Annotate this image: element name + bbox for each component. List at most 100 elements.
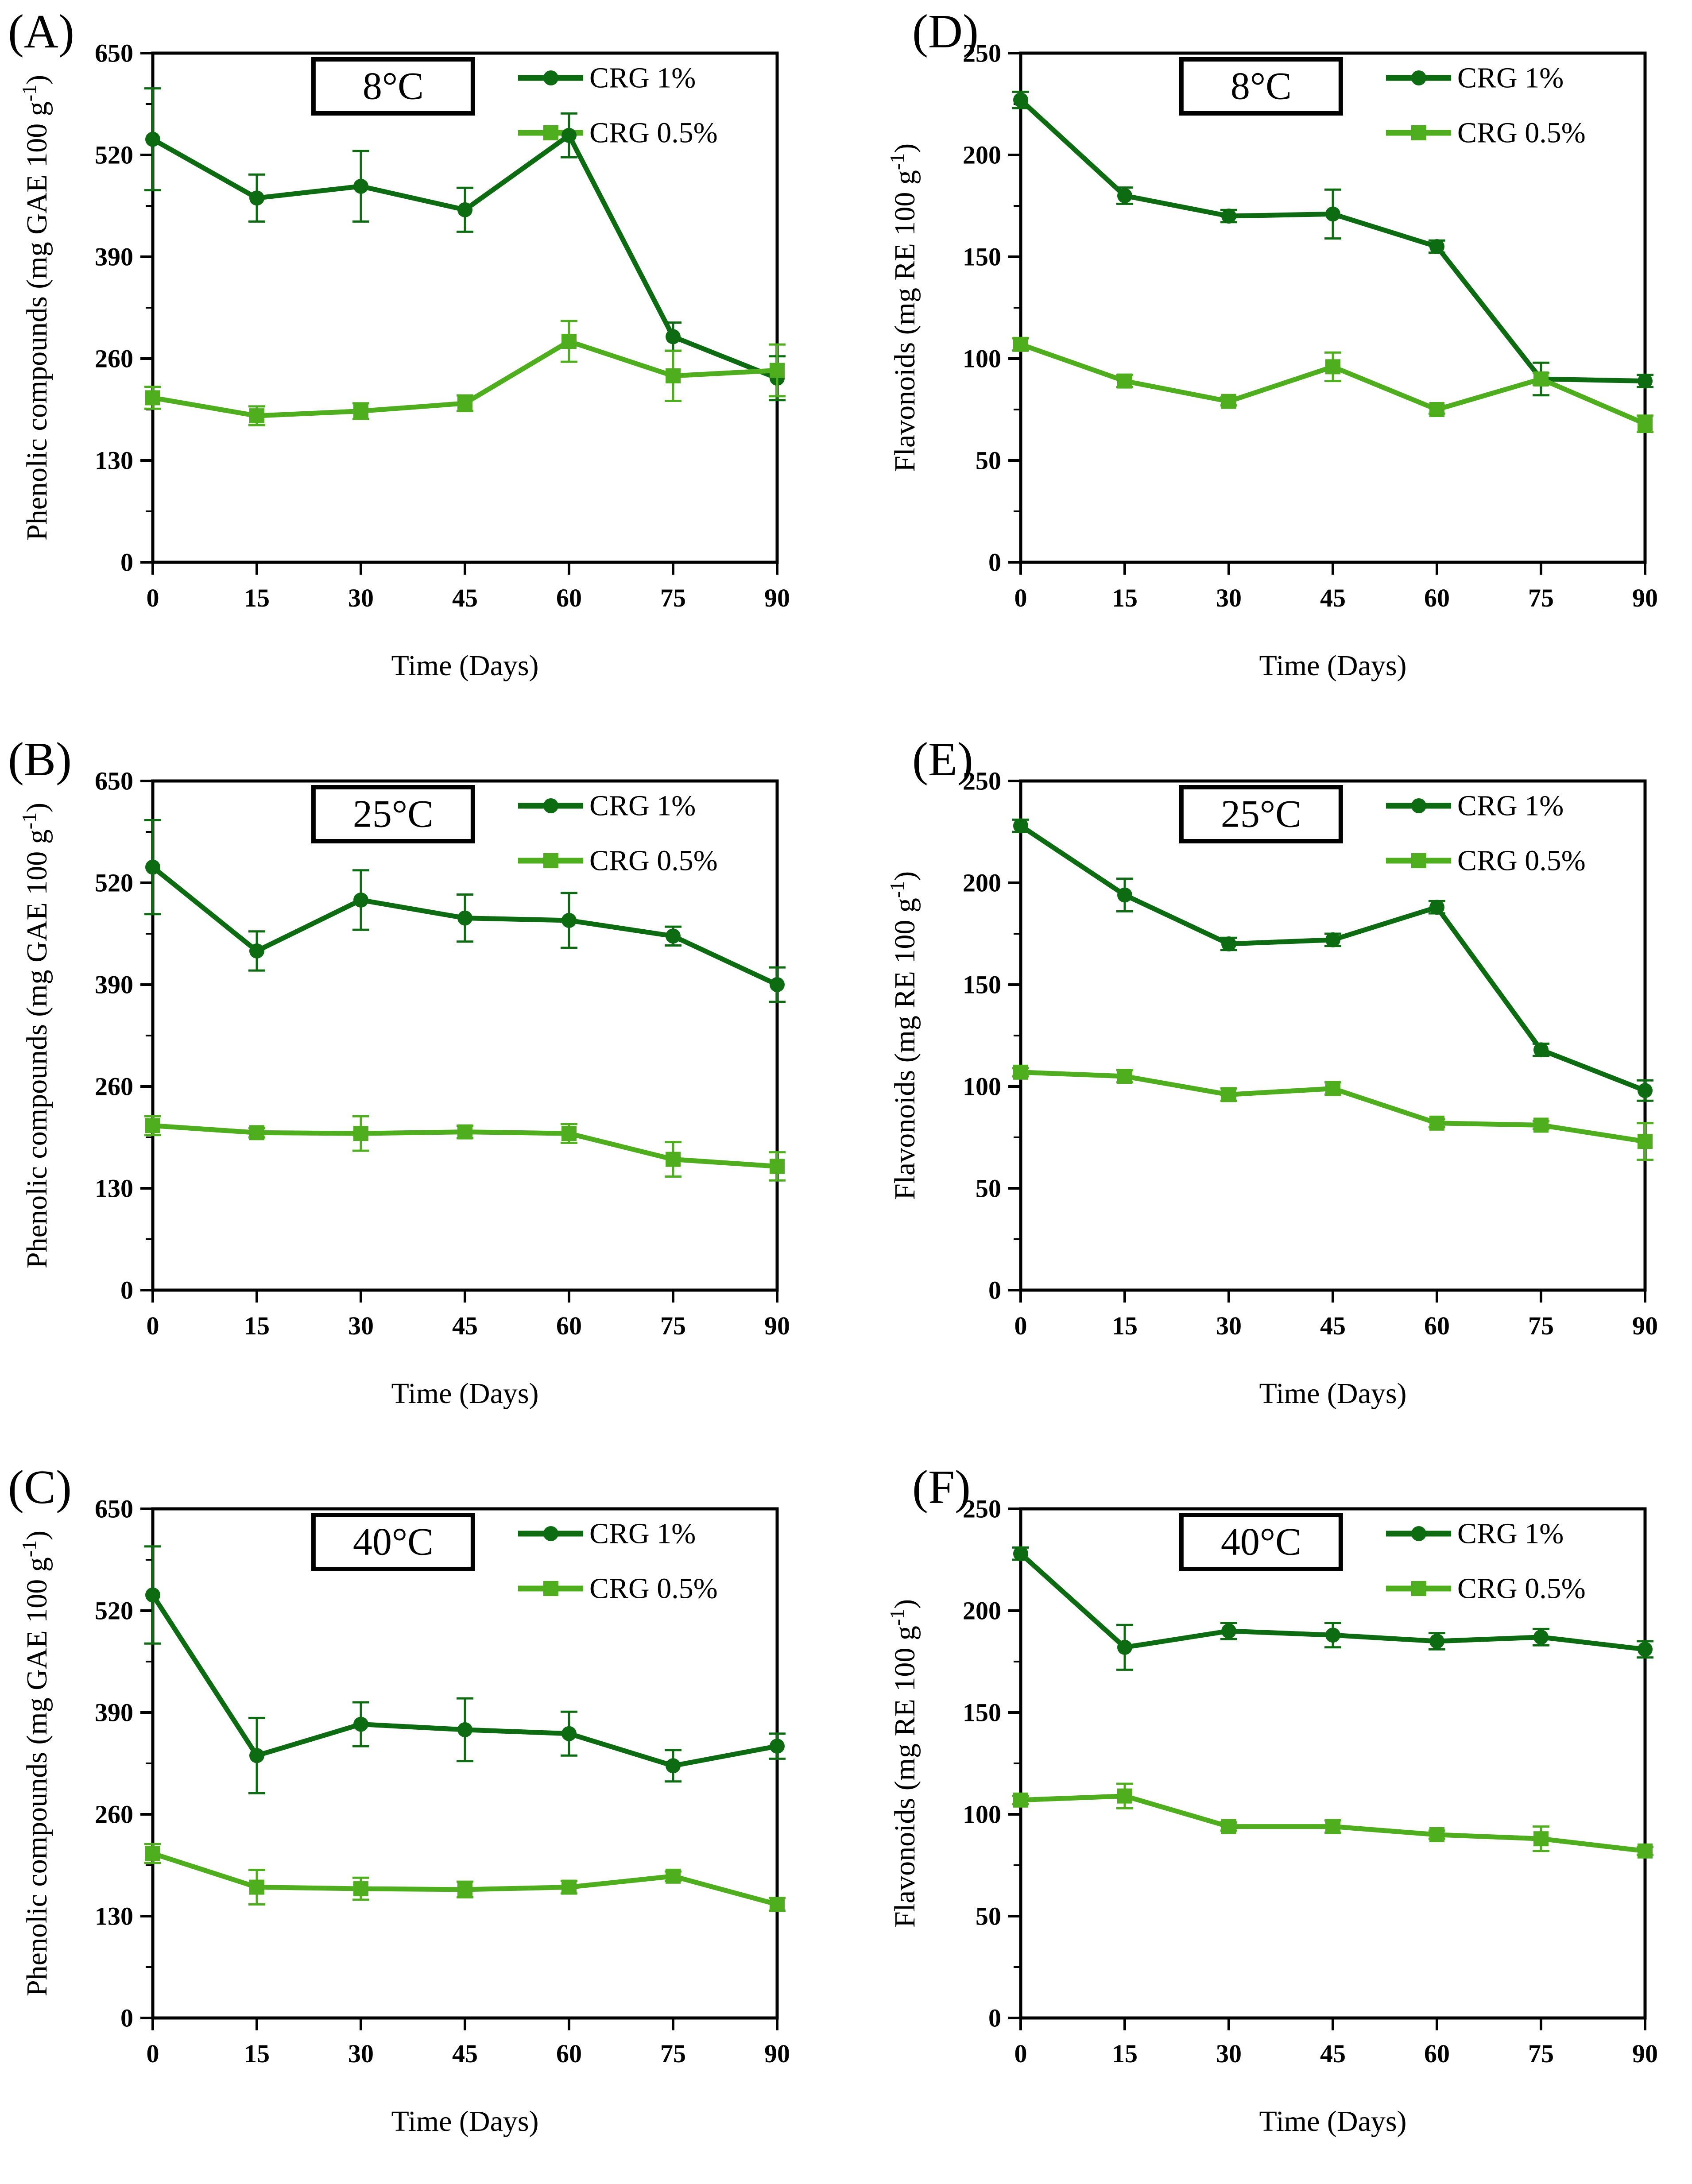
marker-square (1221, 1087, 1236, 1102)
y-axis-title-text: Flavonoids (mg RE 100 g-1) (886, 871, 921, 1200)
marker-circle (1429, 239, 1444, 254)
panel-label-B: (B) (8, 733, 72, 786)
panel-C: (C) 0 130 260 390 520 650 0 15 30 45 60 75 90 Time (D… (0, 1456, 846, 2184)
legend: CRG 1% CRG 0.5% (518, 1518, 718, 1605)
marker-circle (1325, 206, 1340, 222)
x-tick-label: 30 (348, 2039, 374, 2068)
y-tick-label: 100 (963, 344, 1001, 373)
marker-circle (1117, 887, 1132, 903)
marker-square (1411, 125, 1426, 140)
marker-square (457, 1882, 472, 1897)
y-axis-title: Flavonoids (mg RE 100 g-1) (886, 1599, 921, 1928)
marker-square (561, 1126, 577, 1141)
y-tick-label: 0 (988, 1276, 1001, 1305)
marker-square (1325, 1081, 1340, 1096)
x-tick-label: 45 (1320, 1311, 1346, 1340)
legend: CRG 1% CRG 0.5% (1386, 1518, 1586, 1605)
y-axis: 0 50 100 150 200 250 (963, 39, 1021, 577)
panel-F: (F) 0 50 100 150 200 250 0 15 30 45 60 75 90 Time (Da… (846, 1456, 1692, 2184)
legend-item: CRG 0.5% (518, 845, 718, 877)
x-axis-title: Time (Days) (391, 2105, 538, 2138)
marker-square (1325, 359, 1340, 375)
marker-square (561, 1879, 577, 1895)
x-tick-label: 30 (1216, 1311, 1242, 1340)
y-axis: 0 50 100 150 200 250 (963, 767, 1021, 1305)
panel-D: (D) 0 50 100 150 200 250 0 15 30 45 60 75 90 Time (Da… (846, 0, 1692, 728)
legend-label: CRG 1% (589, 62, 696, 94)
marker-circle (561, 128, 577, 143)
y-axis-title: Phenolic compounds (mg GAE 100 g-1) (18, 1531, 53, 1996)
x-axis: 0 15 30 45 60 75 90 (1014, 2018, 1658, 2068)
x-tick-label: 45 (1320, 584, 1346, 612)
temperature-box (311, 57, 475, 116)
x-tick-label: 30 (348, 584, 374, 612)
x-tick-label: 15 (244, 2039, 270, 2068)
marker-square (1638, 1134, 1653, 1149)
y-axis-title: Phenolic compounds (mg GAE 100 g-1) (18, 803, 53, 1268)
series-crg-1- (1012, 1546, 1653, 1671)
x-tick-label: 15 (244, 1311, 270, 1340)
y-axis-title-text: Phenolic compounds (mg GAE 100 g-1) (18, 1531, 53, 1996)
x-tick-label: 30 (1216, 584, 1242, 612)
legend-item: CRG 1% (1386, 1518, 1564, 1550)
marker-circle (1638, 1083, 1653, 1098)
y-tick-label: 260 (95, 1072, 133, 1101)
legend-label: CRG 1% (1457, 62, 1564, 94)
marker-square (666, 368, 681, 383)
marker-square (1013, 1064, 1028, 1080)
legend-label: CRG 0.5% (1457, 117, 1586, 149)
marker-circle (1638, 1642, 1653, 1657)
temperature-box (311, 1513, 475, 1571)
temperature-label: 40°C (353, 1521, 434, 1564)
marker-circle (145, 1587, 160, 1603)
y-tick-label: 0 (988, 2004, 1001, 2033)
series-crg-0-5- (144, 320, 786, 426)
panel-label-E: (E) (912, 733, 973, 786)
x-axis-title: Time (Days) (391, 649, 538, 682)
x-axis-title: Time (Days) (1259, 1377, 1406, 1410)
temperature-box (311, 785, 475, 843)
x-tick-label: 60 (556, 584, 582, 612)
x-axis: 0 15 30 45 60 75 90 (147, 2018, 790, 2068)
marker-circle (1013, 92, 1028, 108)
marker-square (1325, 1819, 1340, 1834)
marker-square (1013, 1792, 1028, 1808)
y-axis: 0 130 260 390 520 650 (95, 1495, 153, 2033)
marker-circle (1013, 818, 1028, 834)
y-tick-label: 150 (963, 970, 1001, 999)
legend-label: CRG 1% (1457, 790, 1564, 822)
marker-circle (249, 190, 264, 206)
marker-square (1638, 416, 1653, 432)
x-tick-label: 75 (1528, 584, 1554, 612)
legend-label: CRG 0.5% (589, 117, 718, 149)
marker-square (353, 403, 368, 419)
x-tick-label: 90 (764, 1311, 790, 1340)
y-tick-label: 150 (963, 1698, 1001, 1727)
y-tick-label: 390 (95, 970, 133, 999)
series-crg-1- (1012, 818, 1653, 1102)
marker-circle (770, 977, 785, 992)
y-tick-label: 0 (120, 548, 133, 577)
legend-item: CRG 1% (518, 1518, 696, 1550)
panel-label-F: (F) (912, 1461, 971, 1514)
y-tick-label: 250 (963, 1495, 1001, 1523)
y-axis-title: Flavonoids (mg RE 100 g-1) (886, 871, 921, 1200)
temperature-box (1179, 785, 1343, 843)
marker-square (543, 1581, 558, 1596)
marker-circle (543, 798, 558, 813)
x-tick-label: 45 (452, 1311, 478, 1340)
panel-label-C: (C) (8, 1461, 72, 1514)
chart-B-phenolic-25C: 0 130 260 390 520 650 0 15 30 45 60 75 90 Time (Days)… (18, 767, 790, 1410)
x-tick-label: 75 (1528, 1311, 1554, 1340)
x-axis-title: Time (Days) (1259, 2105, 1406, 2138)
y-axis-title: Flavonoids (mg RE 100 g-1) (886, 143, 921, 472)
x-axis: 0 15 30 45 60 75 90 (147, 562, 790, 612)
marker-circle (666, 928, 681, 944)
series-crg-1- (144, 819, 786, 1003)
marker-square (770, 1897, 785, 1912)
y-tick-label: 200 (963, 141, 1001, 170)
marker-square (1411, 853, 1426, 868)
x-tick-label: 75 (660, 1311, 686, 1340)
y-tick-label: 390 (95, 243, 133, 271)
x-tick-label: 90 (764, 2039, 790, 2068)
